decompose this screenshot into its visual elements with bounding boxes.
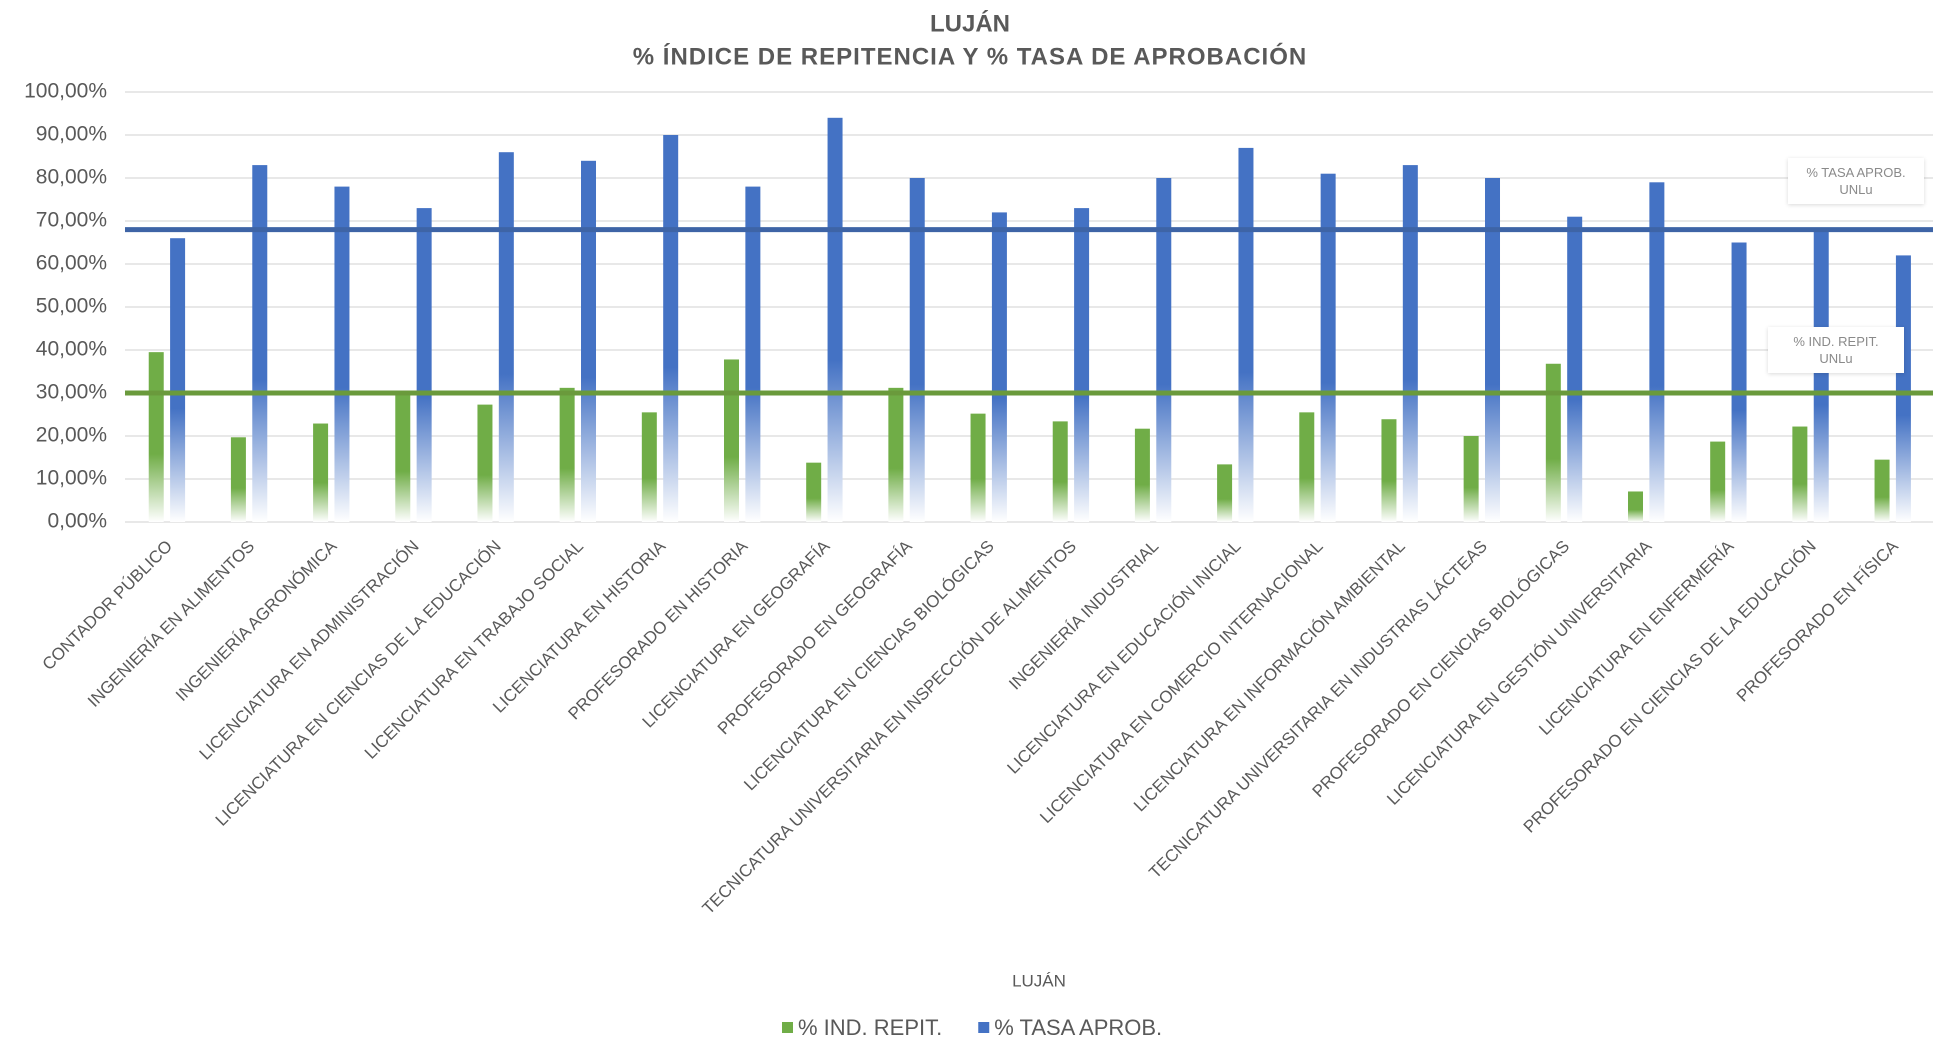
bar [1402, 165, 1418, 522]
y-tick-label: 50,00% [36, 295, 107, 318]
bar [581, 160, 597, 523]
y-tick-label: 10,00% [36, 467, 107, 490]
legend-swatch [978, 1022, 990, 1033]
y-tick-label: 100,00% [24, 80, 107, 103]
x-tick-label: TECNICATURA UNIVERSITARIA EN INSPECCIÓN … [699, 537, 1080, 918]
bar [1710, 441, 1726, 522]
bar [252, 165, 268, 522]
x-tick-label: CONTADOR PÚBLICO [39, 537, 176, 674]
bar [313, 423, 329, 522]
bar [806, 462, 822, 522]
legend-label: % IND. REPIT. [798, 1015, 942, 1040]
x-axis-title: LUJÁN [1012, 971, 1066, 990]
x-tick-label: INGENIERÍA EN ALIMENTOS [84, 537, 258, 711]
bar [230, 437, 246, 522]
bar [416, 208, 432, 522]
bar [1320, 173, 1336, 522]
bar [1217, 464, 1233, 522]
bar [1052, 421, 1068, 522]
bar [1156, 178, 1172, 522]
x-tick-label: PROFESORADO EN FÍSICA [1733, 536, 1903, 706]
bar [909, 178, 925, 522]
bar [1895, 255, 1911, 522]
bar [1545, 363, 1561, 522]
bar [559, 387, 575, 522]
y-tick-label: 30,00% [36, 381, 107, 404]
bar [1381, 419, 1397, 522]
legend-swatch [782, 1022, 793, 1033]
bar [148, 352, 164, 522]
reference-label: % TASA APROB. UNLu [1788, 158, 1924, 204]
bar [334, 186, 350, 522]
bar [1299, 412, 1315, 522]
x-tick-label: LICENCIATURA EN CIENCIAS DE LA EDUCACIÓN [212, 537, 505, 830]
bar [1074, 208, 1090, 522]
x-tick-label: INGENIERÍA AGRONÓMICA [172, 536, 341, 705]
x-tick-label: PROFESORADO EN CIENCIAS DE LA EDUCACIÓN [1520, 537, 1820, 837]
bar [1813, 229, 1829, 522]
bar [745, 186, 761, 522]
x-tick-label: LICENCIATURA EN INFORMACIÓN AMBIENTAL [1130, 537, 1409, 816]
chart-title: LUJÁN [930, 9, 1010, 37]
reference-label: % IND. REPIT. UNLu [1768, 327, 1904, 373]
y-tick-label: 20,00% [36, 424, 107, 447]
bar [888, 387, 904, 522]
chart-subtitle: % ÍNDICE DE REPITENCIA Y % TASA DE APROB… [633, 42, 1307, 70]
bar [1874, 459, 1890, 522]
bar [1134, 428, 1150, 522]
y-tick-label: 80,00% [36, 166, 107, 189]
bar [724, 359, 740, 522]
bar [1731, 242, 1747, 522]
bar [970, 413, 986, 522]
x-tick-label: INGENIERÍA INDUSTRIAL [1005, 537, 1162, 694]
bar [991, 212, 1007, 522]
y-tick-label: 60,00% [36, 252, 107, 275]
legend-label: % TASA APROB. [994, 1015, 1162, 1040]
bar [1628, 491, 1644, 522]
bar [827, 117, 843, 523]
bar [1463, 436, 1479, 522]
x-tick-label: PROFESORADO EN HISTORIA [564, 536, 751, 723]
y-tick-label: 90,00% [36, 123, 107, 146]
bar [1485, 178, 1501, 522]
bar [170, 238, 186, 522]
bar [498, 152, 514, 522]
bar [1649, 182, 1665, 523]
bar [641, 412, 657, 522]
bar [1792, 426, 1808, 522]
y-tick-label: 40,00% [36, 338, 107, 361]
x-tick-label: LICENCIATURA EN COMERCIO INTERNACIONAL [1036, 537, 1326, 827]
x-tick-label: LICENCIATURA EN HISTORIA [489, 536, 669, 716]
bar [477, 404, 493, 522]
bar [663, 135, 679, 522]
bar [1567, 216, 1583, 522]
y-tick-label: 0,00% [47, 510, 107, 533]
bar [395, 395, 411, 522]
y-tick-label: 70,00% [36, 209, 107, 232]
bar [1238, 147, 1254, 522]
